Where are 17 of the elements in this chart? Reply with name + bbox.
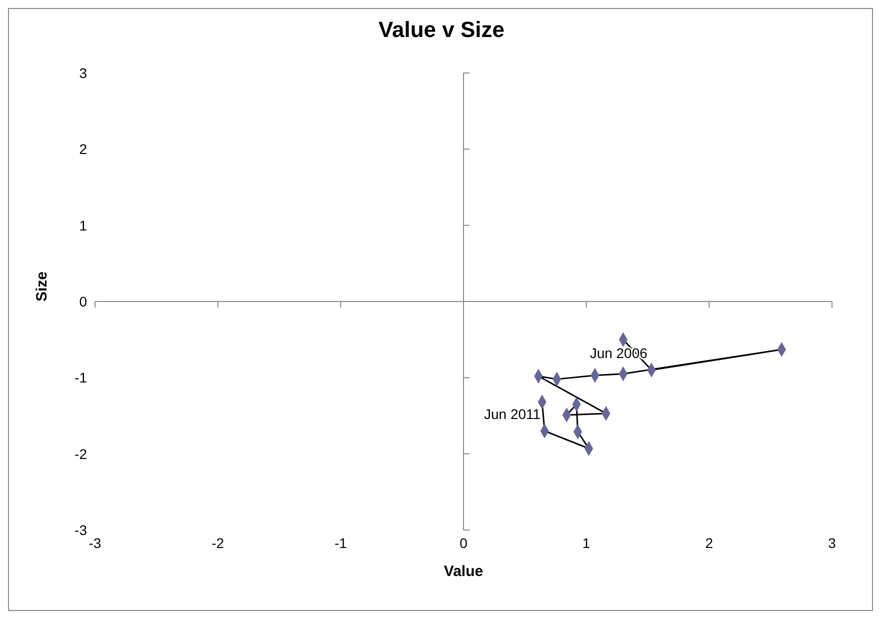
- y-tick-label: 3: [79, 64, 88, 81]
- y-axis-title: Size: [33, 271, 50, 302]
- y-tick-label: 1: [79, 217, 88, 234]
- x-tick-label: -2: [212, 534, 224, 551]
- x-tick-label: 0: [460, 534, 468, 551]
- x-tick-label: 1: [582, 534, 590, 551]
- x-tick-label: 3: [828, 534, 836, 551]
- chart-title: Value v Size: [378, 17, 506, 43]
- x-axis-title: Value: [444, 563, 484, 580]
- x-tick-label: 2: [705, 534, 714, 551]
- y-tick-label: -2: [74, 446, 88, 462]
- y-tick-label: 2: [79, 141, 88, 158]
- annotation: Jun 2011: [484, 406, 541, 422]
- y-tick-label: -3: [74, 522, 88, 538]
- y-tick-label: 0: [79, 293, 88, 310]
- x-tick-label: -1: [334, 534, 348, 551]
- y-tick-label: -1: [74, 370, 88, 386]
